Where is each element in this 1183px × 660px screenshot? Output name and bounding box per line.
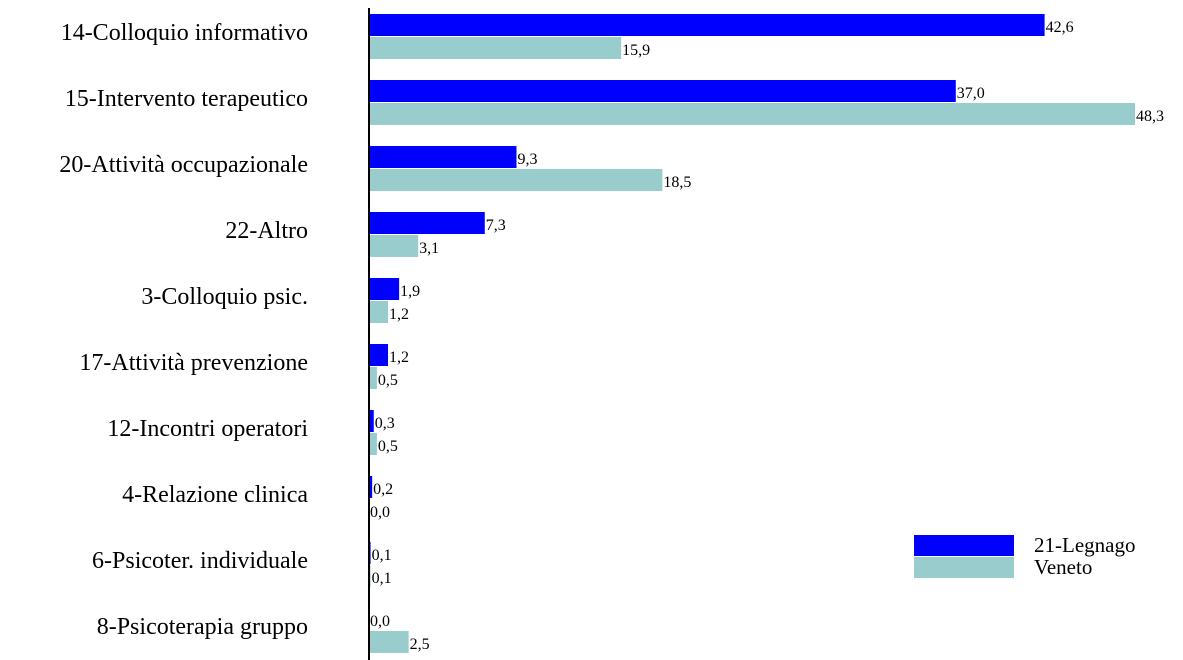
bar-veneto-14-colloquio-informativo (369, 37, 622, 59)
bar-21-legnago-17-attivit-prevenzione (369, 344, 389, 366)
category-label-15-intervento-terapeutico: 15-Intervento terapeutico (65, 86, 308, 112)
value-label-21-legnago-12-incontri-operatori: 0,3 (375, 415, 395, 432)
value-label-21-legnago-20-attivit-occupazionale: 9,3 (517, 151, 537, 168)
legend-swatch-veneto (914, 557, 1014, 578)
value-label-veneto-22-altro: 3,1 (419, 240, 439, 257)
value-label-veneto-6-psicoter-individuale: 0,1 (372, 570, 392, 587)
bar-21-legnago-4-relazione-clinica (369, 476, 373, 498)
bar-21-legnago-3-colloquio-psic (369, 278, 400, 300)
value-label-21-legnago-14-colloquio-informativo: 42,6 (1046, 19, 1074, 36)
bar-veneto-22-altro (369, 235, 419, 257)
value-label-21-legnago-17-attivit-prevenzione: 1,2 (389, 349, 409, 366)
value-label-21-legnago-15-intervento-terapeutico: 37,0 (957, 85, 985, 102)
category-labels: 14-Colloquio informativo 15-Intervento te… (59, 20, 308, 640)
value-label-21-legnago-6-psicoter-individuale: 0,1 (372, 547, 392, 564)
bar-21-legnago-20-attivit-occupazionale (369, 146, 517, 168)
value-label-veneto-3-colloquio-psic: 1,2 (389, 306, 409, 323)
bar-21-legnago-14-colloquio-informativo (369, 14, 1045, 36)
category-label-8-psicoterapia-gruppo: 8-Psicoterapia gruppo (97, 614, 308, 640)
value-label-veneto-20-attivit-occupazionale: 18,5 (663, 174, 691, 191)
value-labels: 42,6 15,9 37,0 48,3 9,3 18,5 7,3 3,1 1,9 1,2 1,2 0,… (370, 19, 1164, 653)
value-label-veneto-8-psicoterapia-gruppo: 2,5 (410, 636, 430, 653)
legend: 21-Legnago Veneto (914, 533, 1135, 579)
category-label-14-colloquio-informativo: 14-Colloquio informativo (61, 20, 308, 46)
bar-veneto-8-psicoterapia-gruppo (369, 631, 409, 653)
value-label-21-legnago-4-relazione-clinica: 0,2 (373, 481, 393, 498)
category-label-4-relazione-clinica: 4-Relazione clinica (122, 482, 308, 508)
bar-21-legnago-15-intervento-terapeutico (369, 80, 956, 102)
legend-label-legnago: 21-Legnago (1034, 533, 1135, 557)
bar-veneto-3-colloquio-psic (369, 301, 389, 323)
value-label-veneto-15-intervento-terapeutico: 48,3 (1136, 108, 1164, 125)
value-label-veneto-17-attivit-prevenzione: 0,5 (378, 372, 398, 389)
category-label-22-altro: 22-Altro (225, 218, 308, 244)
value-label-veneto-4-relazione-clinica: 0,0 (370, 504, 390, 521)
value-label-21-legnago-8-psicoterapia-gruppo: 0,0 (370, 613, 390, 630)
category-label-17-attivit-prevenzione: 17-Attività prevenzione (79, 350, 308, 376)
bar-veneto-15-intervento-terapeutico (369, 103, 1135, 125)
value-label-veneto-14-colloquio-informativo: 15,9 (622, 42, 650, 59)
category-label-20-attivit-occupazionale: 20-Attività occupazionale (59, 152, 308, 178)
bar-veneto-20-attivit-occupazionale (369, 169, 663, 191)
category-label-12-incontri-operatori: 12-Incontri operatori (107, 416, 308, 442)
legend-label-veneto: Veneto (1034, 555, 1092, 579)
bars (369, 14, 1135, 653)
bar-veneto-12-incontri-operatori (369, 433, 377, 455)
bar-21-legnago-22-altro (369, 212, 485, 234)
bar-veneto-17-attivit-prevenzione (369, 367, 377, 389)
value-label-21-legnago-3-colloquio-psic: 1,9 (400, 283, 420, 300)
value-label-21-legnago-22-altro: 7,3 (486, 217, 506, 234)
category-label-3-colloquio-psic: 3-Colloquio psic. (141, 284, 308, 310)
value-label-veneto-12-incontri-operatori: 0,5 (378, 438, 398, 455)
legend-swatch-legnago (914, 535, 1014, 556)
category-label-6-psicoter-individuale: 6-Psicoter. individuale (92, 548, 308, 574)
bar-21-legnago-12-incontri-operatori (369, 410, 374, 432)
